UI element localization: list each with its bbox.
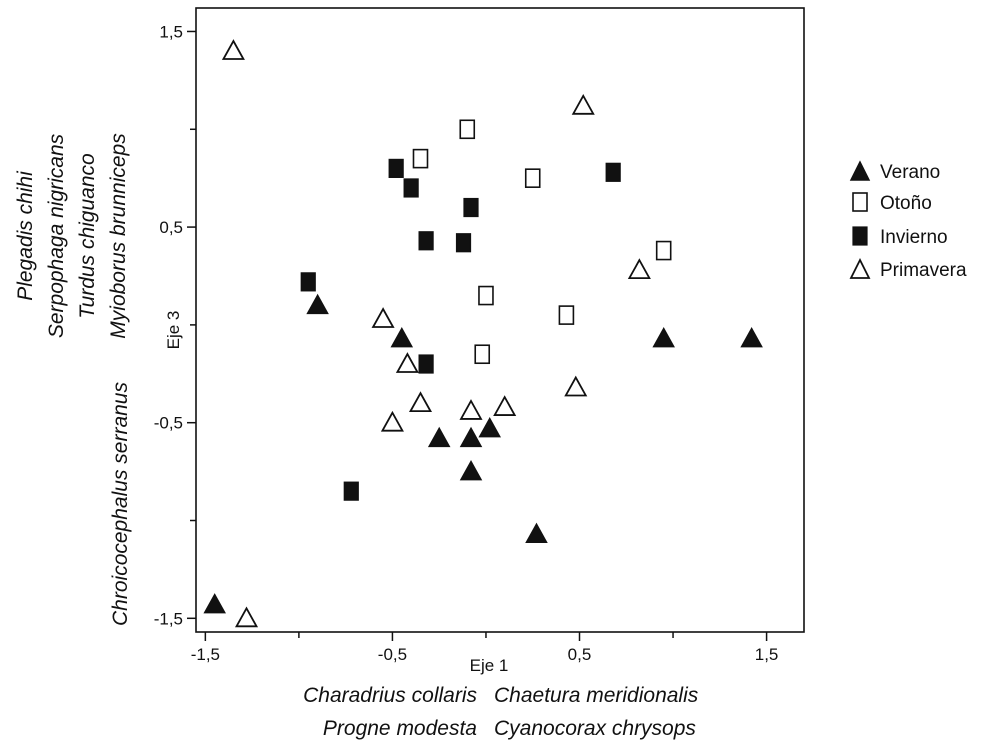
species-label: Plegadis chihi: [14, 170, 37, 301]
point-otono: [412, 148, 429, 169]
data-points: [203, 39, 763, 628]
species-label: Serpophaga nigricans: [45, 133, 68, 338]
x-tick-label: 0,5: [568, 645, 592, 664]
point-verano: [652, 327, 675, 348]
point-primavera: [395, 352, 419, 373]
x-tick-label: 1,5: [755, 645, 779, 664]
point-primavera: [380, 410, 404, 432]
point-verano: [427, 426, 451, 448]
point-primavera: [234, 606, 259, 628]
legend-label: Otoño: [880, 193, 932, 214]
species-label: Chaetura meridionalis: [494, 684, 699, 707]
y-tick-label: 0,5: [159, 218, 183, 237]
point-primavera: [564, 375, 588, 397]
left-species-labels: Plegadis chihi Serpophaga nigricans Turd…: [14, 133, 132, 626]
point-primavera: [221, 39, 245, 60]
point-verano: [390, 327, 414, 348]
species-label: Cyanocorax chrysops: [494, 717, 696, 740]
point-invierno: [605, 162, 621, 182]
legend-label: Verano: [880, 162, 940, 183]
point-verano: [525, 522, 548, 543]
point-otono: [655, 240, 672, 261]
species-label: Progne modesta: [323, 717, 477, 740]
axis-ticks: -1,5 -0,5 0,5 1,5 -1,5 -0,5 0,5 1,5: [154, 22, 779, 664]
point-verano: [740, 327, 763, 348]
legend-label: Invierno: [880, 227, 948, 248]
point-invierno: [343, 481, 359, 501]
species-label: Turdus chiguanco: [76, 153, 99, 319]
legend-item-primavera: Primavera: [849, 257, 967, 281]
point-invierno: [463, 197, 479, 218]
point-primavera: [459, 399, 483, 420]
point-primavera: [627, 258, 651, 280]
legend-item-otono: Otoño: [852, 192, 932, 214]
y-tick-label: -0,5: [154, 414, 183, 433]
legend-marker-square-open: [852, 192, 868, 212]
y-axis-title: Eje 3: [164, 311, 183, 350]
species-label: Charadrius collaris: [303, 684, 477, 707]
point-primavera: [493, 395, 517, 416]
point-invierno: [300, 272, 316, 292]
legend-label: Primavera: [880, 260, 967, 281]
point-verano: [306, 293, 329, 315]
point-primavera: [571, 93, 595, 115]
legend-item-invierno: Invierno: [852, 226, 948, 248]
x-axis-title: Eje 1: [470, 656, 509, 675]
point-invierno: [388, 158, 404, 179]
y-tick-label: 1,5: [159, 22, 183, 41]
legend-marker-square-filled: [852, 226, 868, 246]
point-otono: [459, 119, 476, 140]
point-primavera: [371, 307, 395, 328]
legend-marker-triangle-open: [849, 257, 871, 279]
bottom-species-labels: Charadrius collaris Progne modesta Chaet…: [303, 684, 699, 740]
plot-frame: [195, 7, 805, 633]
point-invierno: [455, 233, 472, 253]
point-verano: [459, 460, 483, 481]
point-otono: [478, 285, 494, 306]
point-verano: [203, 593, 226, 614]
y-tick-label: -1,5: [154, 609, 183, 628]
species-label: Myioborus brunniceps: [107, 133, 130, 339]
species-label: Chroicocephalus serranus: [109, 382, 132, 626]
point-otono: [524, 168, 541, 188]
x-tick-label: -1,5: [191, 645, 220, 664]
x-tick-label: -0,5: [378, 645, 407, 664]
legend-item-verano: Verano: [849, 160, 940, 183]
point-invierno: [418, 354, 434, 374]
point-primavera: [408, 391, 433, 413]
legend-marker-triangle-filled: [849, 160, 871, 181]
point-otono: [558, 305, 575, 325]
point-verano: [478, 417, 501, 438]
point-verano: [459, 426, 483, 448]
point-invierno: [403, 178, 419, 198]
point-otono: [474, 344, 491, 365]
point-invierno: [418, 231, 434, 251]
legend: Verano Otoño Invierno Primavera: [849, 160, 967, 281]
